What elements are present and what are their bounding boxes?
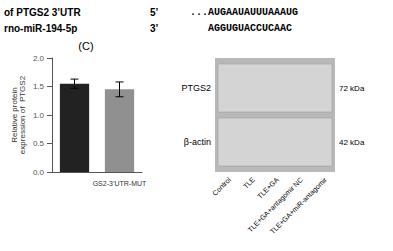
svg-text:1.5: 1.5	[33, 82, 45, 91]
svg-text:(C): (C)	[78, 40, 93, 52]
svg-text:0.5: 0.5	[33, 139, 45, 148]
svg-text:TLE+GA+miR-antagomir: TLE+GA+miR-antagomir	[269, 176, 329, 236]
svg-text:expression of PTGS2: expression of PTGS2	[18, 75, 27, 154]
svg-text:...AUGAAUAUUUAAAUG: ...AUGAAUAUUUAAAUG	[190, 7, 298, 18]
svg-text:PTGS2: PTGS2	[181, 83, 211, 93]
svg-text:Relative protein: Relative protein	[9, 87, 19, 143]
svg-text:GS2-3’UTR-MUT: GS2-3’UTR-MUT	[93, 180, 147, 187]
svg-text:72 kDa: 72 kDa	[339, 84, 365, 93]
svg-text:Control: Control	[211, 176, 232, 197]
svg-text:β-actin: β-actin	[184, 137, 211, 147]
svg-text:0.0: 0.0	[33, 168, 45, 177]
svg-text:rno-miR-194-5p: rno-miR-194-5p	[4, 23, 77, 34]
svg-text:42 kDa: 42 kDa	[339, 138, 365, 147]
svg-text:2.0: 2.0	[33, 54, 45, 63]
svg-text:of PTGS2 3’UTR: of PTGS2 3’UTR	[4, 7, 81, 18]
svg-text:TLE+GA+antagomir NC: TLE+GA+antagomir NC	[246, 176, 304, 234]
svg-text:3’: 3’	[150, 23, 159, 34]
svg-text:TLE+GA: TLE+GA	[256, 176, 280, 200]
svg-text:TLE: TLE	[242, 176, 256, 190]
svg-text:1.0: 1.0	[33, 111, 45, 120]
svg-text:5’: 5’	[150, 7, 159, 18]
svg-text:AGGUGUACCUCAAC: AGGUGUACCUCAAC	[190, 23, 292, 34]
